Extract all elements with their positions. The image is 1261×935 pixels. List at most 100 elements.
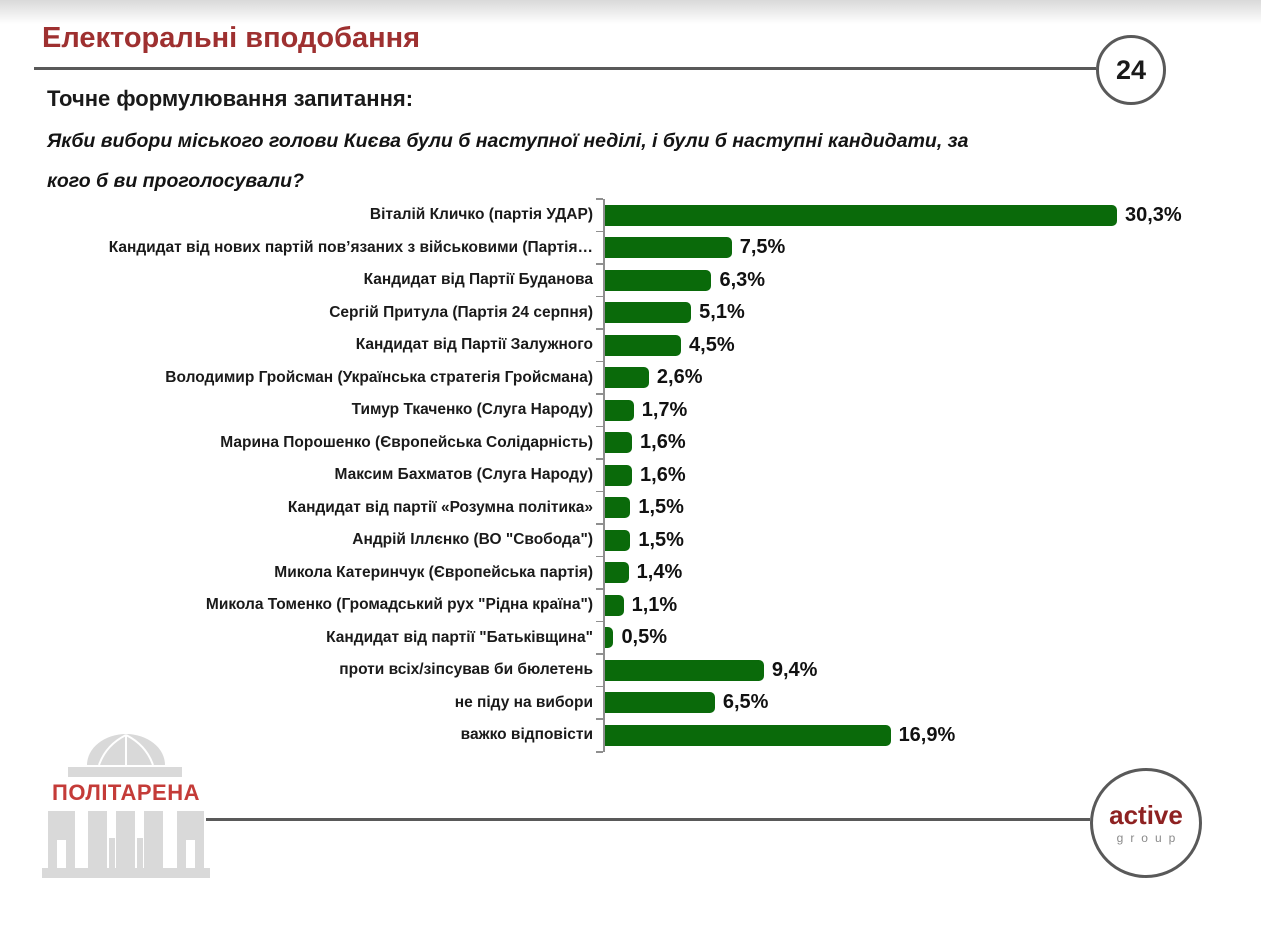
chart-row: Максим Бахматов (Слуга Народу) 1,6% xyxy=(42,458,1232,492)
header-divider xyxy=(34,67,1096,70)
page-number: 24 xyxy=(1115,54,1147,85)
bar-cell: 1,6% xyxy=(596,425,1232,459)
bar xyxy=(605,334,682,356)
chart-row: Кандидат від Партії Залужного 4,5% xyxy=(42,328,1232,362)
bar-cell: 1,4% xyxy=(596,555,1232,589)
chart-row: Микола Катеринчук (Європейська партія) 1… xyxy=(42,555,1232,589)
bar-cell: 1,5% xyxy=(596,523,1232,557)
bar-label: Микола Катеринчук (Європейська партія) xyxy=(274,563,593,581)
chart-row: Кандидат від нових партій пов’язаних з в… xyxy=(42,230,1232,264)
bar-cell: 30,3% xyxy=(596,198,1232,232)
bar xyxy=(605,659,764,681)
bar-cell: 2,6% xyxy=(596,360,1232,394)
bar xyxy=(605,692,715,714)
chart-row: не піду на вибори 6,5% xyxy=(42,685,1232,719)
bar-cell: 1,6% xyxy=(596,458,1232,492)
bar-cell: 6,5% xyxy=(596,685,1232,719)
chart-row: Кандидат від партії "Батьківщина" 0,5% xyxy=(42,620,1232,654)
chart-rows: Віталій Кличко (партія УДАР) 30,3% Канди… xyxy=(42,198,1232,752)
chart-row: Андрій Іллєнко (ВО "Свобода") 1,5% xyxy=(42,523,1232,557)
chart-row: Микола Томенко (Громадський рух "Рідна к… xyxy=(42,588,1232,622)
bar xyxy=(605,497,631,519)
bar-value: 0,5% xyxy=(621,626,668,649)
bar-cell: 0,5% xyxy=(596,620,1232,654)
chart-row: важко відповісти 16,9% xyxy=(42,718,1232,752)
group-logo-word: group xyxy=(1116,830,1183,845)
bar-label: проти всіх/зіпсував би бюлетень xyxy=(339,661,593,679)
active-group-logo: active group xyxy=(1090,768,1202,878)
bar-value: 1,4% xyxy=(636,561,683,584)
bar-label: Тимур Ткаченко (Слуга Народу) xyxy=(351,401,593,419)
bar xyxy=(605,627,614,649)
bar xyxy=(605,594,624,616)
chart-row: Тимур Ткаченко (Слуга Народу) 1,7% xyxy=(42,393,1232,427)
politarena-logo: ПОЛІТАРЕНА xyxy=(40,730,212,880)
bar-cell: 4,5% xyxy=(596,328,1232,362)
question-line-1: Якби вибори міського голови Києва були б… xyxy=(47,130,969,152)
bar-cell: 16,9% xyxy=(596,718,1232,752)
bar xyxy=(605,529,631,551)
question-label: Точне формулювання запитання: xyxy=(47,86,414,111)
bar xyxy=(605,724,891,746)
chart-row: проти всіх/зіпсував би бюлетень 9,4% xyxy=(42,653,1232,687)
footer-divider xyxy=(206,818,1090,821)
bar xyxy=(605,464,633,486)
bar xyxy=(605,432,633,454)
bar-cell: 6,3% xyxy=(596,263,1232,297)
bar-label: Кандидат від партії «Розумна політика» xyxy=(287,498,593,516)
active-logo-word: active xyxy=(1109,799,1183,830)
chart-row: Сергій Притула (Партія 24 серпня) 5,1% xyxy=(42,295,1232,329)
parliament-building-icon xyxy=(42,734,210,878)
bar-value: 6,5% xyxy=(722,691,769,714)
bar-chart: Віталій Кличко (партія УДАР) 30,3% Канди… xyxy=(42,198,1232,752)
bar xyxy=(605,237,732,259)
bar-value: 1,6% xyxy=(640,431,686,454)
bar xyxy=(605,204,1117,226)
bar xyxy=(605,399,634,421)
bar-value: 1,1% xyxy=(631,593,678,616)
chart-row: Віталій Кличко (партія УДАР) 30,3% xyxy=(42,198,1232,232)
bar-label: Андрій Іллєнко (ВО "Свобода") xyxy=(352,531,593,549)
top-gradient xyxy=(0,0,1261,24)
bar-label: Кандидат від нових партій пов’язаних з в… xyxy=(108,238,593,256)
question-text: Якби вибори міського голови Києва були б… xyxy=(47,121,1227,201)
bar-value: 7,5% xyxy=(739,236,786,259)
bar-value: 1,5% xyxy=(638,496,684,519)
bar-cell: 9,4% xyxy=(596,653,1232,687)
bar-value: 1,6% xyxy=(640,463,686,486)
page-title: Електоральні вподобання xyxy=(42,22,421,54)
bar-label: Кандидат від Партії Буданова xyxy=(363,271,593,289)
bar-value: 1,7% xyxy=(641,398,688,421)
chart-row: Кандидат від партії «Розумна політика» 1… xyxy=(42,490,1232,524)
bar-cell: 1,5% xyxy=(596,490,1232,524)
bar-cell: 7,5% xyxy=(596,230,1232,264)
bar-cell: 1,1% xyxy=(596,588,1232,622)
chart-row: Марина Порошенко (Європейська Солідарніс… xyxy=(42,425,1232,459)
bar xyxy=(605,269,712,291)
bar-label: Віталій Кличко (партія УДАР) xyxy=(369,206,593,224)
bar-value: 4,5% xyxy=(689,333,735,356)
chart-row: Володимир Гройсман (Українська стратегія… xyxy=(42,360,1232,394)
bar xyxy=(605,367,649,389)
bar-label: Володимир Гройсман (Українська стратегія… xyxy=(165,368,593,386)
bar-label: Марина Порошенко (Європейська Солідарніс… xyxy=(220,433,593,451)
bar-label: не піду на вибори xyxy=(454,693,593,711)
bar-label: Микола Томенко (Громадський рух "Рідна к… xyxy=(205,596,593,614)
bar-value: 30,3% xyxy=(1125,203,1182,226)
bar-value: 9,4% xyxy=(771,658,818,681)
page-number-badge: 24 xyxy=(1096,35,1166,105)
bar-label: Сергій Притула (Партія 24 серпня) xyxy=(329,303,593,321)
bar-value: 5,1% xyxy=(699,301,745,324)
politarena-logo-text: ПОЛІТАРЕНА xyxy=(52,780,200,805)
bar xyxy=(605,562,629,584)
bar-value: 2,6% xyxy=(656,366,703,389)
bar-label: Кандидат від партії "Батьківщина" xyxy=(326,628,593,646)
chart-row: Кандидат від Партії Буданова 6,3% xyxy=(42,263,1232,297)
bar-label: Максим Бахматов (Слуга Народу) xyxy=(334,466,593,484)
bar-label: Кандидат від Партії Залужного xyxy=(355,336,593,354)
bar-value: 1,5% xyxy=(638,528,684,551)
bar xyxy=(605,302,692,324)
bar-value: 6,3% xyxy=(719,268,766,291)
bar-value: 16,9% xyxy=(898,723,956,746)
